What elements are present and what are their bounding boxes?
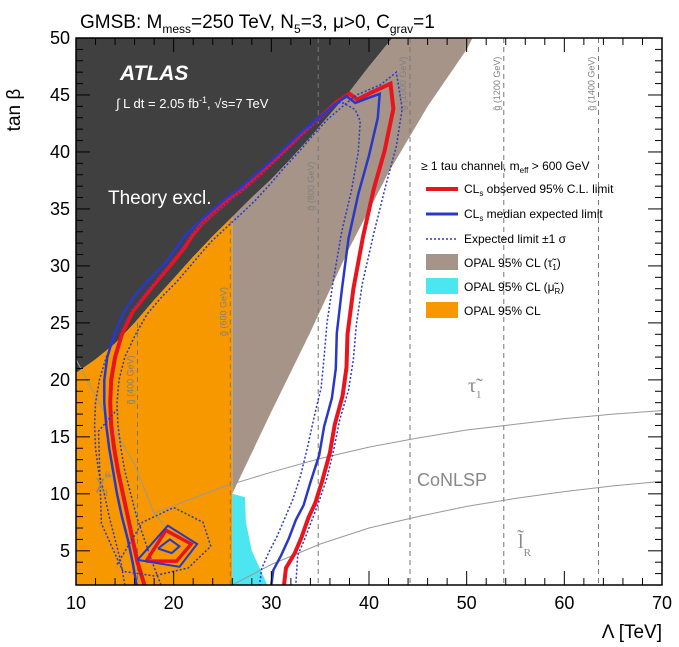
island-contour: [136, 524, 199, 568]
x-tick-label: 20: [164, 593, 184, 613]
gluino-line-label: g̃ (600 GeV): [218, 287, 228, 336]
x-tick-label: 50: [457, 593, 477, 613]
expected-sigma-line: [93, 100, 361, 585]
legend-opal-label: OPAL 95% CL: [464, 304, 541, 318]
y-tick-label: 40: [50, 142, 70, 162]
neutralino-label: χ̃0 1: [95, 470, 112, 499]
legend-opal-smuon-swatch: [426, 278, 458, 294]
gluino-line-label: g̃ (400 GeV): [126, 355, 136, 404]
x-axis-label: Λ [TeV]: [602, 622, 662, 643]
neutralino-boundary: [76, 359, 175, 538]
legend-observed-label: CLs observed 95% C.L. limit: [464, 182, 614, 198]
y-tick-label: 20: [50, 370, 70, 390]
conlsp-upper-boundary: [153, 410, 662, 514]
opal-smuon-region: [232, 493, 268, 585]
y-tick-label: 50: [50, 28, 70, 48]
legend-opal-smuon-label: OPAL 95% CL (μ̃R): [464, 280, 564, 296]
opal-region: [76, 216, 233, 585]
island-contour: [157, 538, 182, 555]
y-tick-label: 5: [60, 541, 70, 561]
limit-contours: [93, 70, 403, 585]
legend-opal-stau-swatch: [426, 254, 458, 270]
y-tick-label: 35: [50, 199, 70, 219]
y-tick-label: 45: [50, 85, 70, 105]
x-tick-label: 60: [554, 593, 574, 613]
y-axis: 5 10 15 20 25 30 35 40 45 50: [50, 28, 662, 575]
x-axis: 10 20 30 40 50 60 70: [66, 38, 672, 613]
observed-limit-line: [108, 80, 396, 585]
y-tick-label: 10: [50, 484, 70, 504]
chart-title: GMSB: Mmess=250 TeV, N5=3, μ>0, Cgrav=1: [80, 12, 435, 36]
legend-sigma-label: Expected limit ±1 σ: [464, 232, 567, 246]
x-tick-label: 40: [359, 593, 379, 613]
lumi-label: ∫ L dt = 2.05 fb-1, √s=7 TeV: [115, 95, 269, 111]
legend: ≥ 1 tau channel, meff > 600 GeV CLs obse…: [421, 159, 614, 318]
gluino-line-label: g̃ (1000 GeV): [398, 57, 408, 111]
gluino-mass-lines: g̃ (400 GeV) g̃ (600 GeV) g̃ (800 GeV) g̃ (…: [126, 38, 600, 585]
x-tick-label: 10: [66, 593, 86, 613]
y-tick-label: 25: [50, 313, 70, 333]
legend-opal-swatch: [426, 302, 458, 318]
expected-sigma-line: [116, 70, 403, 585]
legend-header: ≥ 1 tau channel, meff > 600 GeV: [421, 159, 589, 175]
island-contour: [144, 527, 194, 563]
x-tick-label: 70: [652, 593, 672, 613]
y-tick-label: 30: [50, 256, 70, 276]
opal-stau-region: [232, 38, 473, 494]
x-tick-label: 30: [261, 593, 281, 613]
expected-limit-line: [103, 91, 382, 585]
legend-opal-stau-label: OPAL 95% CL (τ̃1): [464, 256, 561, 272]
y-axis-label: tan β: [4, 89, 25, 132]
island-contour: [97, 409, 212, 577]
conlsp-label: CoNLSP: [417, 470, 487, 490]
y-tick-label: 15: [50, 427, 70, 447]
gluino-line-label: g̃ (1200 GeV): [492, 57, 502, 111]
atlas-label: ATLAS: [119, 62, 188, 85]
legend-expected-label: CLs median expected limit: [464, 207, 603, 223]
gluino-line-label: g̃ (800 GeV): [306, 162, 316, 211]
theory-excl-label: Theory excl.: [108, 188, 211, 209]
gluino-line-label: g̃ (1400 GeV): [587, 57, 597, 111]
